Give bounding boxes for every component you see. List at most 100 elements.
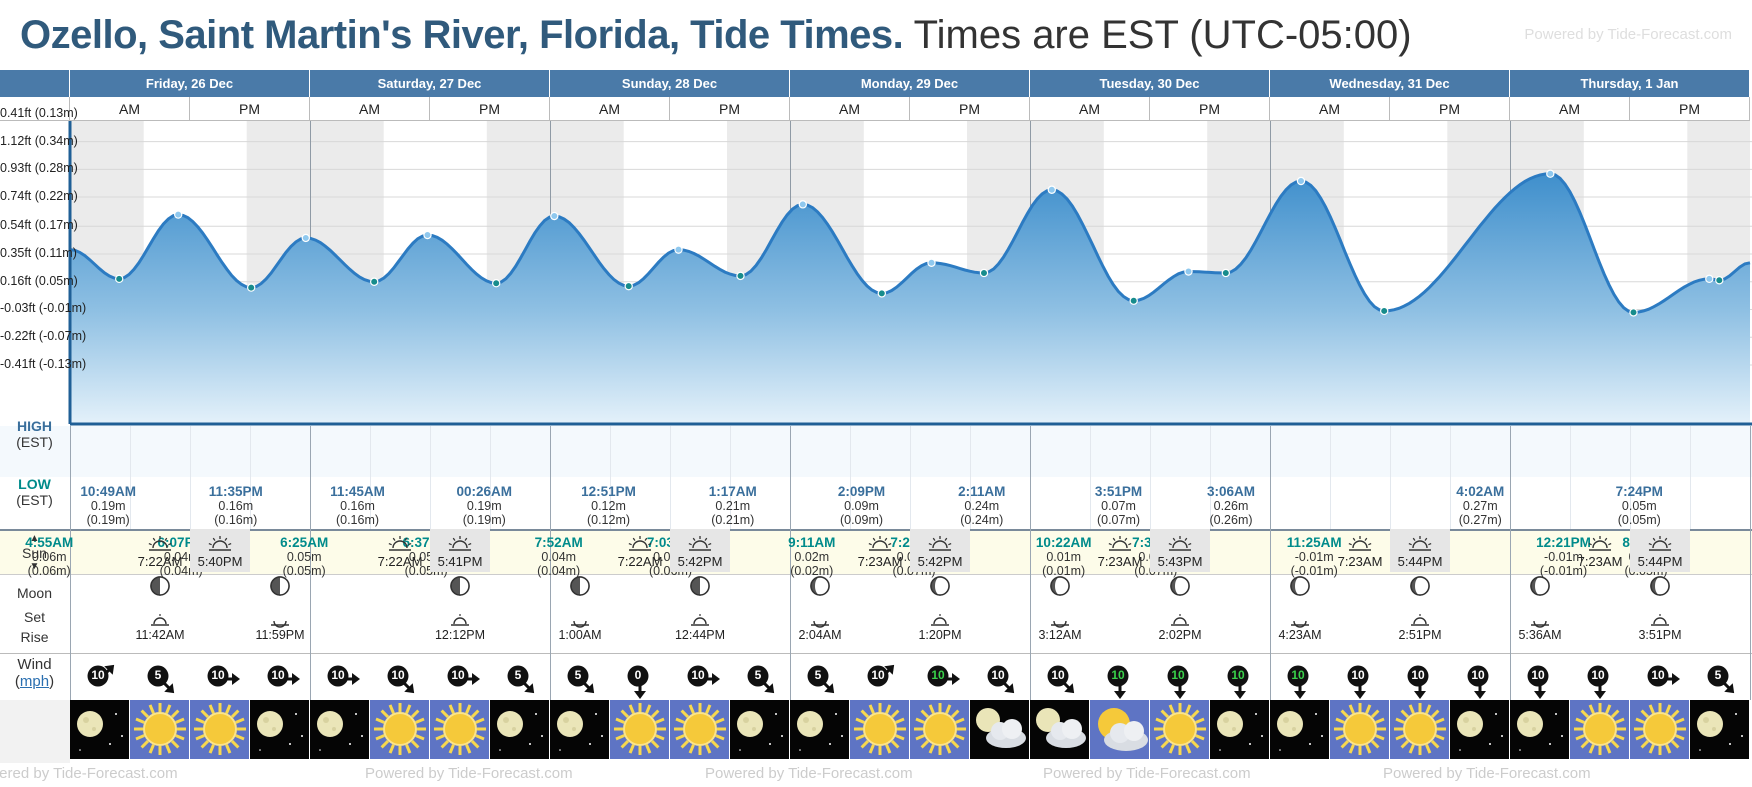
sunny-icon xyxy=(1150,700,1209,759)
wind-cell: 10 xyxy=(370,661,430,705)
table-col-divider xyxy=(130,426,131,529)
day-header: Tuesday, 30 Dec xyxy=(1030,70,1270,97)
day-header: Saturday, 27 Dec xyxy=(310,70,550,97)
wind-arrow-icon xyxy=(387,665,415,694)
moon-time: 2:51PM xyxy=(1398,628,1442,642)
wind-speed: 5 xyxy=(754,668,762,682)
tide-height-m: 0.04m xyxy=(541,550,577,564)
sun-row-label[interactable]: ▲ Sun ▼ xyxy=(0,532,69,574)
moon-event: 2:02PM xyxy=(1150,574,1210,646)
wind-speed: 10 xyxy=(1651,668,1665,682)
tide-height-m: 0.24m xyxy=(964,499,1000,513)
tide-height-m: 0.26m xyxy=(1213,499,1249,513)
sunrise-time: 7:23AM xyxy=(857,554,903,569)
y-tick-label: 0.35ft (0.11m) xyxy=(0,246,77,260)
tide-height-paren: (0.26m) xyxy=(1209,513,1253,527)
wind-cell: 10 xyxy=(1450,661,1510,705)
clear-night-icon xyxy=(1270,700,1329,759)
low-row-label: LOW (EST) xyxy=(0,476,69,508)
wind-speed: 10 xyxy=(691,668,705,682)
tide-time: 7:52AM xyxy=(534,535,583,550)
tide-time: 11:25AM xyxy=(1286,535,1342,550)
tide-height-paren: (0.05m) xyxy=(1617,513,1661,527)
moon-event: 11:59PM xyxy=(250,574,310,646)
powered-by-link[interactable]: Powered by Tide-Forecast.com xyxy=(1524,26,1732,43)
wind-cell: 10 xyxy=(1570,661,1630,705)
weather-tile xyxy=(1330,700,1390,759)
low-tide-entry: 7:52AM 0.04m (0.04m) xyxy=(499,535,619,579)
table-day-divider xyxy=(1750,426,1751,700)
low-tide-entry: 4:55AM 0.06m (0.06m) xyxy=(0,536,109,579)
tide-height-paren: (-0.01m) xyxy=(1539,564,1588,578)
low-label: LOW xyxy=(18,476,51,492)
table-col-divider xyxy=(1690,426,1691,529)
sunrise-cell: 7:22AM xyxy=(370,529,430,572)
weather-tile xyxy=(1150,700,1210,759)
clear-night-icon xyxy=(1510,700,1569,759)
tide-time: 6:25AM xyxy=(280,535,329,550)
low-tide-point xyxy=(1221,268,1231,278)
low-tide-point xyxy=(1629,308,1638,317)
sunset-time: 5:44PM xyxy=(1637,554,1683,569)
wind-speed: 5 xyxy=(814,668,822,682)
wind-arrow-icon xyxy=(987,665,1015,694)
high-tide-point xyxy=(1184,267,1193,276)
y-tick-label: 0.54ft (0.17m) xyxy=(0,218,78,233)
sunrise-cell: 7:22AM xyxy=(130,529,190,572)
table-col-divider xyxy=(670,426,671,529)
high-tide-point xyxy=(1047,185,1057,194)
moon-waxing-gibbous-icon xyxy=(1170,576,1190,626)
moon-first-quarter-icon xyxy=(150,576,170,626)
day-header: Sunday, 28 Dec xyxy=(550,70,790,97)
low-tide-entry: 12:21PM -0.01m (-0.01m) xyxy=(1504,536,1624,579)
wind-speed: 10 xyxy=(271,668,285,682)
wind-arrow-icon xyxy=(207,665,240,687)
wind-arrow-icon xyxy=(867,664,895,687)
wind-cell: 10 xyxy=(1270,661,1330,705)
wind-arrow-icon xyxy=(1587,665,1609,699)
clear-night-icon xyxy=(790,700,849,759)
moon-event: 3:12AM xyxy=(1030,574,1090,646)
high-tz: (EST) xyxy=(16,434,53,450)
wind-arrow-icon xyxy=(1287,665,1309,699)
table-day-divider xyxy=(550,426,551,700)
wind-arrow-icon xyxy=(447,665,480,687)
sunrise-cell: 7:22AM xyxy=(610,529,670,572)
table-day-divider xyxy=(70,426,71,700)
am-label: AM xyxy=(1270,97,1390,121)
low-tide-point xyxy=(624,281,633,291)
wind-arrow-icon xyxy=(1167,665,1189,699)
high-tide-point xyxy=(550,211,559,221)
y-tick-label: 1.12ft (0.34m) xyxy=(0,133,78,148)
clear-night-icon xyxy=(490,700,549,759)
tide-height-paren: (0.01m) xyxy=(1042,564,1086,578)
wind-unit-link[interactable]: mph xyxy=(19,673,50,690)
weather-tile xyxy=(550,700,610,759)
wind-speed: 10 xyxy=(931,668,945,682)
wind-arrow-icon xyxy=(567,665,595,694)
moon-time: 2:02PM xyxy=(1158,628,1202,642)
am-label: AM xyxy=(790,97,910,121)
wind-arrow-icon xyxy=(807,665,835,694)
wind-cell: 5 xyxy=(790,661,850,705)
tide-time: 12:51PM xyxy=(581,484,636,499)
weather-tile xyxy=(1630,700,1690,759)
low-tide-point xyxy=(736,271,745,281)
sunset-icon xyxy=(928,536,952,551)
wind-cell: 5 xyxy=(1690,661,1750,705)
tide-height-m: 0.06m xyxy=(31,550,67,564)
sunrise-icon xyxy=(628,536,652,551)
tide-time: 3:06AM xyxy=(1206,484,1255,499)
tide-time: 1:17AM xyxy=(708,484,757,499)
weather-tile xyxy=(1450,700,1510,759)
weather-tile xyxy=(1030,700,1090,759)
high-tide-point xyxy=(173,210,183,219)
tide-table: Friday, 26 Dec Saturday, 27 Dec Sunday, 28… xyxy=(0,70,1752,763)
wind-label: Wind xyxy=(17,656,52,673)
tide-height-m: 0.09m xyxy=(844,499,879,513)
wind-speed: 10 xyxy=(391,668,405,682)
wind-cell: 10 xyxy=(910,661,970,705)
wind-row-divider xyxy=(0,653,1752,654)
moon-first-quarter-icon xyxy=(570,576,590,628)
sunset-icon xyxy=(1168,536,1192,551)
